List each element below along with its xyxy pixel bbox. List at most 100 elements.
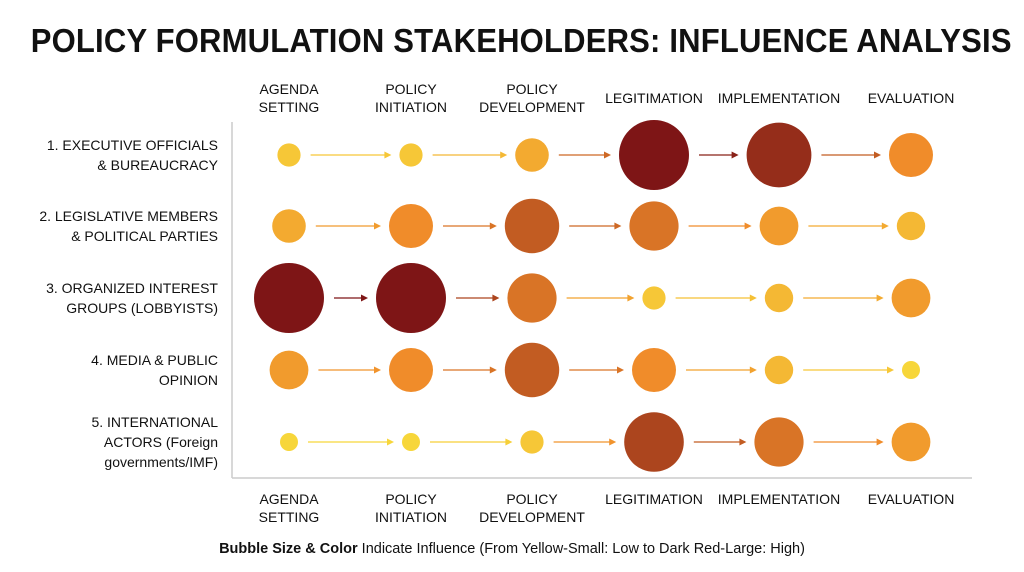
stakeholder-label-line: OPINION bbox=[158, 372, 218, 388]
influence-bubble bbox=[254, 263, 324, 333]
stage-label-line: DEVELOPMENT bbox=[479, 99, 585, 115]
influence-bubble bbox=[632, 348, 676, 392]
influence-bubble bbox=[896, 211, 926, 241]
flow-arrow-head bbox=[627, 294, 635, 302]
stage-label-line: LEGITIMATION bbox=[605, 491, 703, 507]
bottom-stage-label: LEGITIMATION bbox=[589, 490, 719, 508]
flow-arrow-head bbox=[617, 366, 624, 374]
influence-bubble bbox=[891, 278, 931, 318]
flow-arrow-head bbox=[887, 366, 894, 374]
stakeholder-label-line: 4. MEDIA & PUBLIC bbox=[91, 352, 218, 368]
influence-bubble bbox=[272, 209, 306, 243]
stage-label-line: EVALUATION bbox=[867, 90, 955, 106]
influence-bubble bbox=[619, 120, 689, 190]
stakeholder-label: 1. EXECUTIVE OFFICIALS & BUREAUCRACY bbox=[10, 135, 218, 175]
influence-bubble bbox=[520, 430, 544, 454]
stage-label-line: AGENDA bbox=[259, 491, 319, 507]
stakeholder-label-line: 5. INTERNATIONAL bbox=[91, 414, 218, 430]
flow-arrow-head bbox=[384, 151, 392, 159]
influence-bubble bbox=[759, 206, 799, 246]
stakeholder-label-line: ACTORS (Foreign bbox=[103, 434, 218, 450]
flow-arrow-head bbox=[387, 438, 394, 446]
influence-bubble bbox=[754, 417, 804, 467]
stage-label-line: POLICY bbox=[506, 81, 558, 97]
top-stage-label: EVALUATION bbox=[846, 89, 976, 107]
bottom-stage-label: AGENDA SETTING bbox=[224, 490, 354, 526]
influence-bubble bbox=[402, 433, 420, 451]
top-stage-label: POLICY INITIATION bbox=[346, 80, 476, 116]
stage-label-line: EVALUATION bbox=[867, 491, 955, 507]
stage-label-line: POLICY bbox=[506, 491, 558, 507]
flow-arrow-head bbox=[874, 151, 881, 159]
flow-arrow-head bbox=[609, 438, 617, 446]
flow-arrow-head bbox=[361, 294, 368, 302]
flow-arrow-head bbox=[876, 294, 884, 302]
stakeholder-label: 2. LEGISLATIVE MEMBERS & POLITICAL PARTIE… bbox=[10, 206, 218, 246]
stage-label-line: INITIATION bbox=[374, 509, 448, 525]
stakeholder-label: 4. MEDIA & PUBLIC OPINION bbox=[10, 350, 218, 390]
legend-bold: Bubble Size & Color bbox=[219, 541, 358, 557]
stakeholder-label-line: governments/IMF) bbox=[104, 454, 218, 470]
stage-label-line: SETTING bbox=[258, 509, 320, 525]
influence-bubble bbox=[642, 286, 666, 310]
flow-arrow-head bbox=[492, 294, 500, 302]
stakeholder-label-line: GROUPS (LOBBYISTS) bbox=[66, 300, 218, 316]
influence-bubble bbox=[389, 348, 433, 392]
flow-arrow-head bbox=[876, 438, 884, 446]
influence-bubble bbox=[515, 138, 549, 172]
stakeholder-row bbox=[272, 198, 926, 254]
stakeholder-row bbox=[280, 412, 931, 472]
stakeholder-label-line: & BUREAUCRACY bbox=[97, 157, 218, 173]
influence-bubble bbox=[889, 133, 933, 177]
influence-bubble bbox=[504, 342, 560, 398]
influence-bubble bbox=[504, 198, 560, 254]
influence-bubble bbox=[629, 201, 679, 251]
stage-label-line: AGENDA bbox=[259, 81, 319, 97]
influence-bubble bbox=[280, 433, 298, 451]
bottom-stage-label: EVALUATION bbox=[846, 490, 976, 508]
flow-arrow-head bbox=[731, 151, 739, 159]
influence-bubble bbox=[399, 143, 423, 167]
influence-bubble bbox=[376, 263, 446, 333]
legend-text: Indicate Influence (From Yellow-Small: L… bbox=[357, 541, 805, 557]
influence-bubble bbox=[746, 122, 812, 188]
flow-arrow-head bbox=[374, 222, 381, 230]
stakeholder-label-line: 2. LEGISLATIVE MEMBERS bbox=[39, 208, 218, 224]
flow-arrow-head bbox=[374, 366, 381, 374]
bottom-stage-label: POLICY DEVELOPMENT bbox=[467, 490, 597, 526]
stage-label-line: LEGITIMATION bbox=[605, 90, 703, 106]
influence-bubble bbox=[891, 422, 931, 462]
influence-bubble bbox=[507, 273, 557, 323]
flow-arrow-head bbox=[614, 222, 622, 230]
flow-arrow-head bbox=[744, 222, 752, 230]
flow-arrow-head bbox=[500, 151, 508, 159]
stakeholder-label-line: 3. ORGANIZED INTEREST bbox=[46, 280, 218, 296]
top-stage-label: POLICY DEVELOPMENT bbox=[467, 80, 597, 116]
stakeholder-row bbox=[277, 120, 933, 190]
influence-bubble bbox=[269, 350, 309, 390]
stage-label-line: IMPLEMENTATION bbox=[717, 491, 841, 507]
stage-label-line: INITIATION bbox=[374, 99, 448, 115]
top-stage-label: LEGITIMATION bbox=[589, 89, 719, 107]
flow-arrow-head bbox=[749, 366, 757, 374]
stakeholder-label-line: 1. EXECUTIVE OFFICIALS bbox=[46, 137, 218, 153]
flow-arrow-head bbox=[749, 294, 757, 302]
flow-arrow-head bbox=[489, 366, 497, 374]
stage-label-line: POLICY bbox=[385, 81, 437, 97]
flow-arrow-head bbox=[739, 438, 747, 446]
bottom-stage-label: POLICY INITIATION bbox=[346, 490, 476, 526]
stakeholder-label-line: & POLITICAL PARTIES bbox=[71, 228, 218, 244]
flow-arrow-head bbox=[881, 222, 889, 230]
stakeholder-label: 5. INTERNATIONAL ACTORS (Foreign governmen… bbox=[10, 412, 218, 472]
legend-note: Bubble Size & Color Indicate Influence (… bbox=[0, 541, 1024, 557]
stakeholder-row bbox=[254, 263, 931, 333]
influence-bubble bbox=[389, 204, 433, 248]
flow-arrow-head bbox=[505, 438, 513, 446]
top-stage-label: IMPLEMENTATION bbox=[714, 89, 844, 107]
top-stage-label: AGENDA SETTING bbox=[224, 80, 354, 116]
bottom-stage-label: IMPLEMENTATION bbox=[714, 490, 844, 508]
flow-arrow-head bbox=[489, 222, 497, 230]
influence-bubble bbox=[277, 143, 301, 167]
flow-arrow-head bbox=[604, 151, 611, 159]
